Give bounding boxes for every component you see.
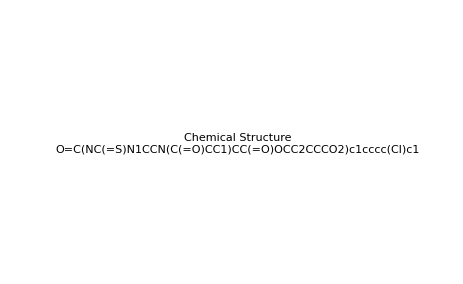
Text: Chemical Structure
O=C(NC(=S)N1CCN(C(=O)CC1)CC(=O)OCC2CCCO2)c1cccc(Cl)c1: Chemical Structure O=C(NC(=S)N1CCN(C(=O)…: [55, 133, 419, 154]
